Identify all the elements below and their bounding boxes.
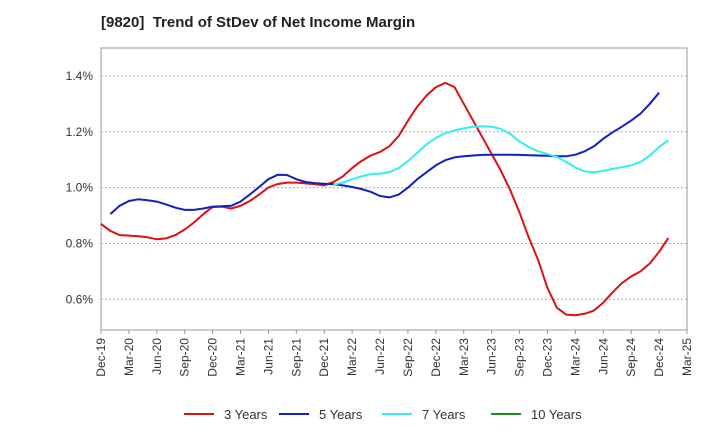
x-tick-label: Sep-20 [178, 338, 192, 377]
x-tick-label: Jun-24 [596, 338, 610, 375]
legend-item-5-years: 5 Years [279, 407, 363, 422]
x-tick-label: Mar-21 [234, 338, 248, 376]
series-layer [100, 81, 670, 317]
x-tick-label: Mar-23 [457, 338, 471, 376]
x-tick-label: Dec-24 [652, 338, 666, 377]
chart-title: [9820] Trend of StDev of Net Income Marg… [101, 14, 416, 31]
y-tick-label: 0.8% [66, 236, 94, 250]
y-axis-ticks: 0.6% 0.8% 1.0% 1.2% 1.4% [66, 69, 94, 306]
x-tick-label: Mar-25 [680, 338, 694, 376]
legend-label: 10 Years [531, 407, 582, 422]
x-tick-label: Mar-20 [122, 338, 136, 376]
x-tick-label: Dec-20 [206, 338, 220, 377]
x-tick-label: Sep-21 [289, 338, 303, 377]
x-axis-ticks: Dec-19 Mar-20 Jun-20 Sep-20 Dec-20 Mar-21 Jun-… [94, 330, 694, 377]
series-line-7-years [333, 125, 670, 186]
series-line-3-years [100, 81, 670, 317]
legend-label: 7 Years [422, 407, 466, 422]
legend: 3 Years 5 Years 7 Years 10 Years [184, 407, 582, 422]
x-tick-label: Jun-21 [261, 338, 275, 375]
y-tick-label: 1.0% [66, 181, 94, 195]
x-tick-label: Dec-22 [429, 338, 443, 377]
x-tick-label: Jun-23 [485, 338, 499, 375]
series-line-5-years [109, 92, 660, 215]
x-tick-label: Jun-20 [150, 338, 164, 375]
x-tick-label: Dec-19 [94, 338, 108, 377]
y-tick-label: 1.4% [66, 69, 94, 83]
x-tick-label: Dec-21 [317, 338, 331, 377]
y-tick-label: 0.6% [66, 292, 94, 306]
legend-item-3-years: 3 Years [184, 407, 268, 422]
x-tick-label: Sep-24 [624, 338, 638, 377]
grid-layer [101, 75, 687, 300]
legend-label: 5 Years [319, 407, 363, 422]
plot-frame [100, 47, 688, 331]
x-tick-label: Sep-22 [401, 338, 415, 377]
legend-label: 3 Years [224, 407, 268, 422]
x-tick-label: Mar-24 [568, 338, 582, 376]
legend-item-7-years: 7 Years [382, 407, 466, 422]
legend-item-10-years: 10 Years [491, 407, 582, 422]
y-tick-label: 1.2% [66, 125, 94, 139]
x-tick-label: Sep-23 [513, 338, 527, 377]
x-tick-label: Jun-22 [373, 338, 387, 375]
x-tick-label: Mar-22 [345, 338, 359, 376]
x-tick-label: Dec-23 [540, 338, 554, 377]
